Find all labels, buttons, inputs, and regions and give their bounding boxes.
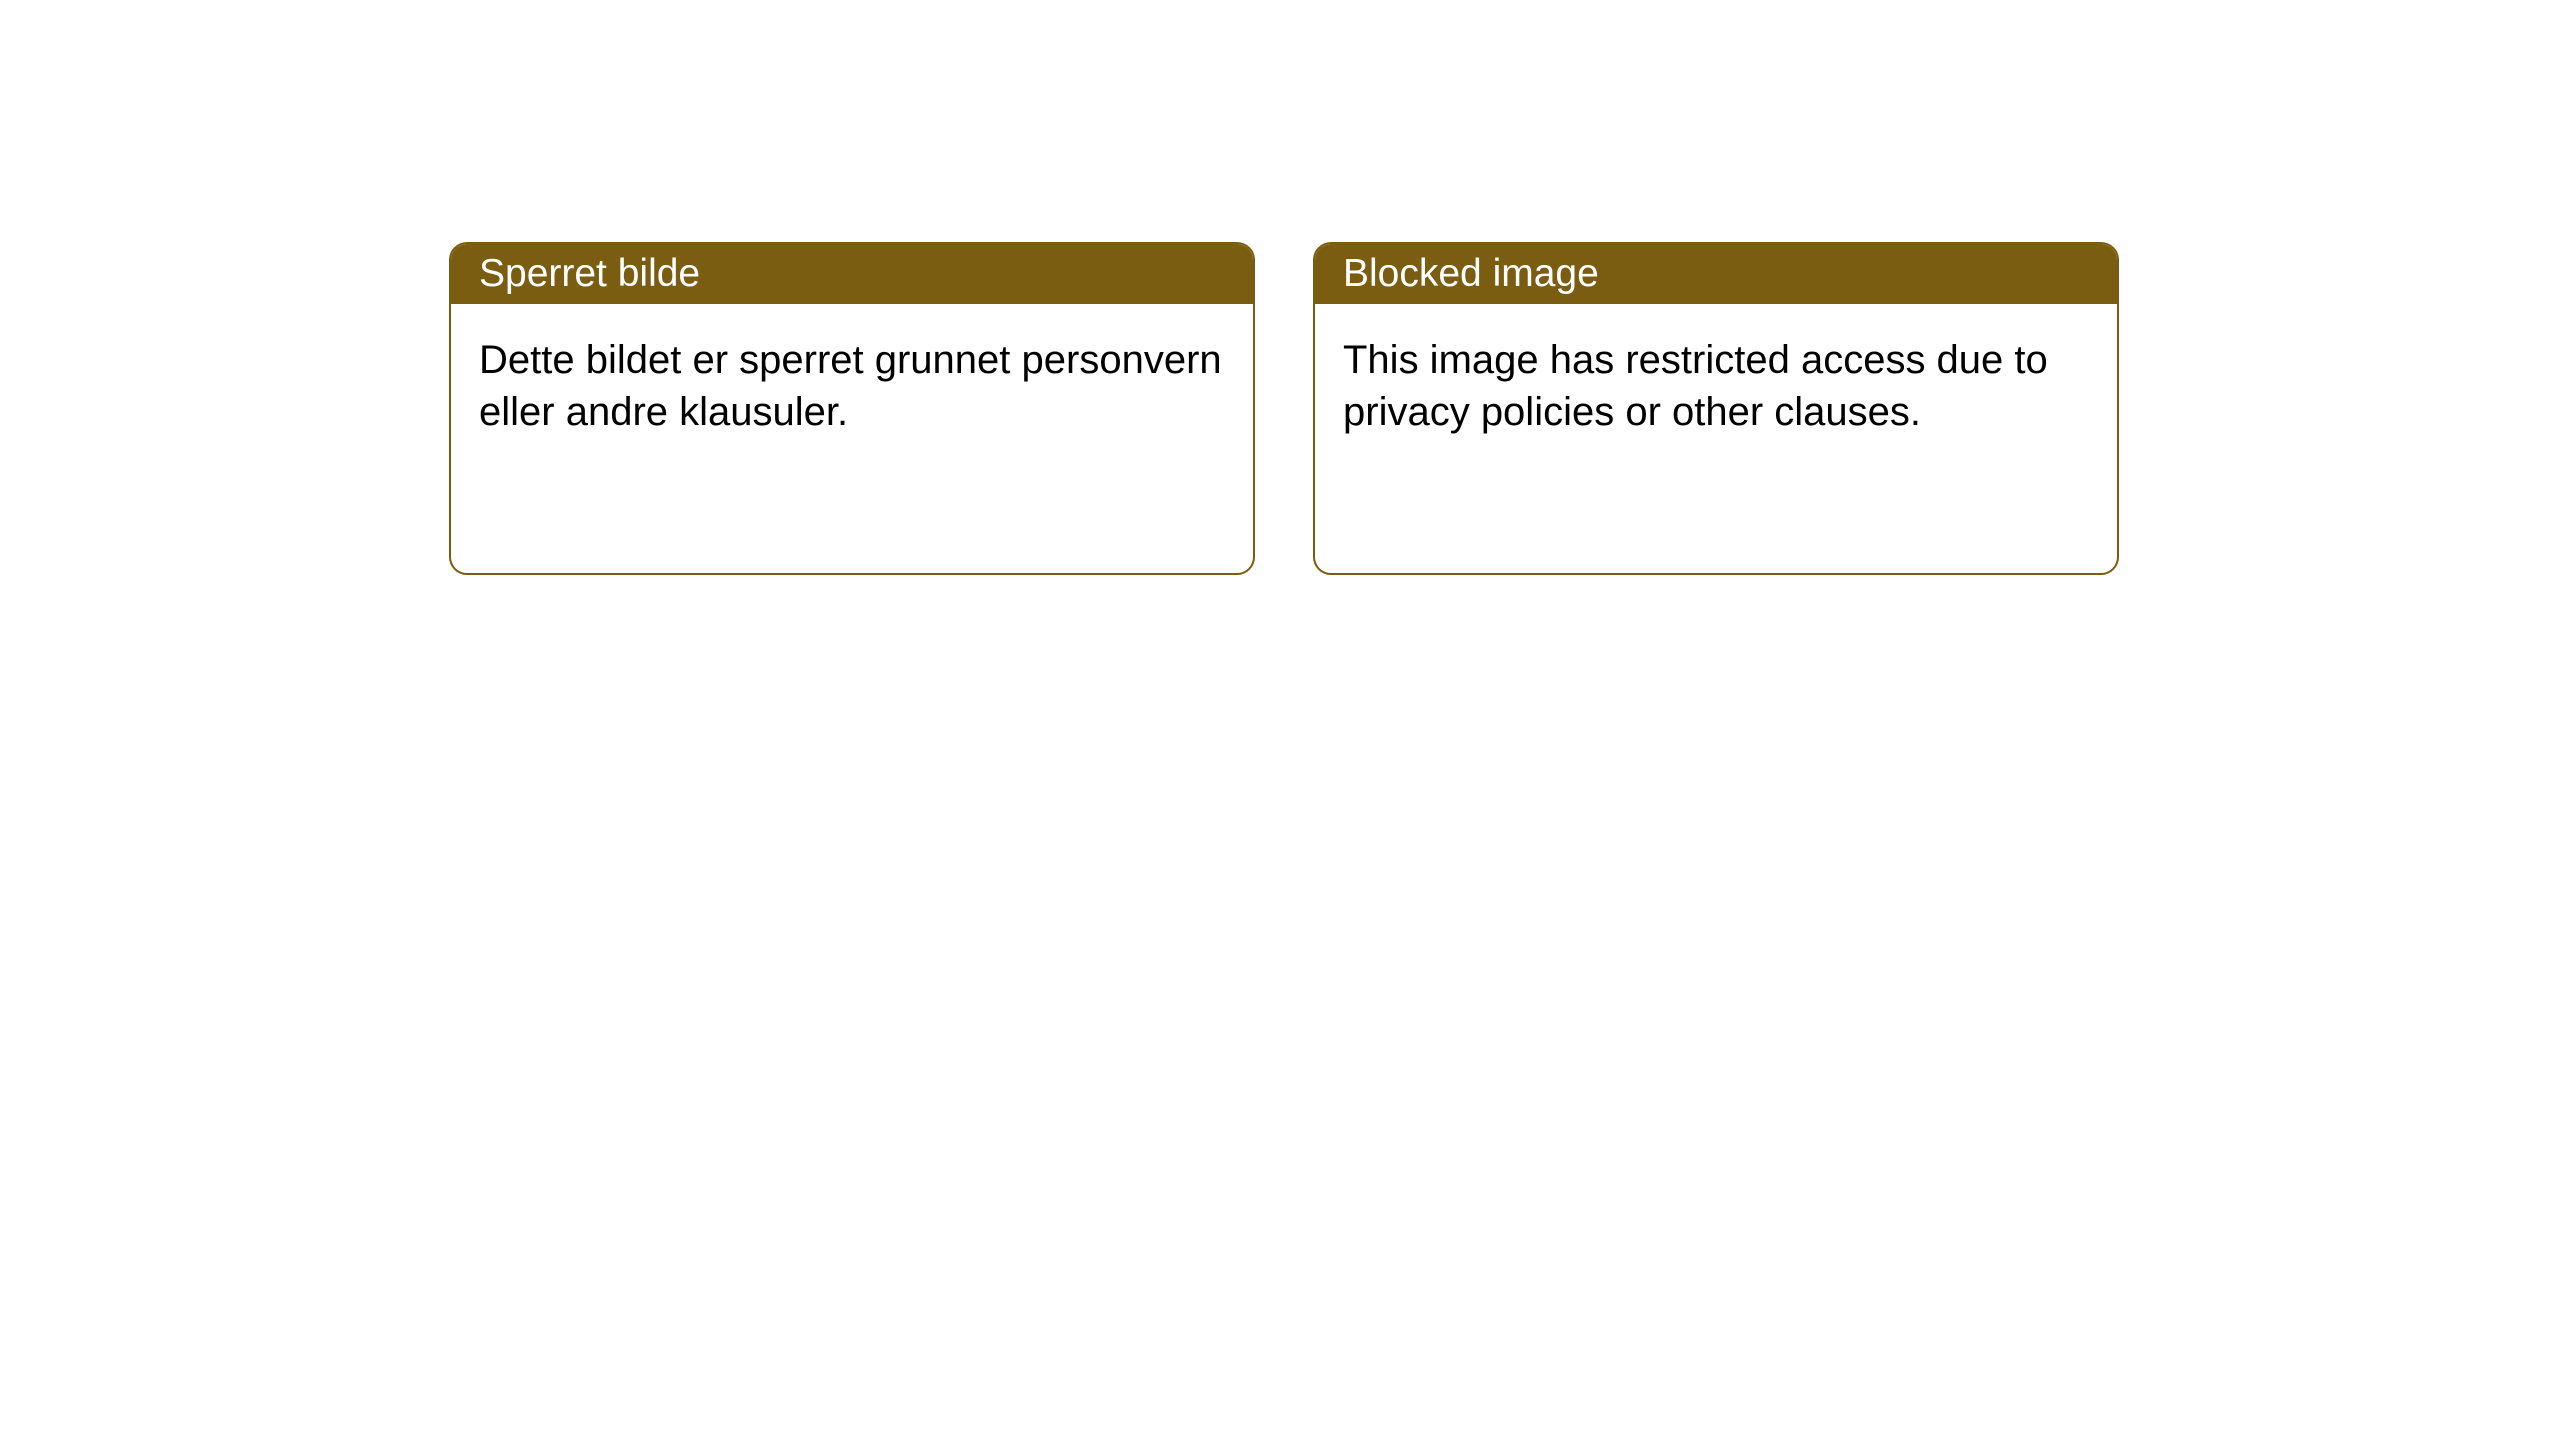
notice-container: Sperret bilde Dette bildet er sperret gr… [0,0,2560,575]
notice-body: This image has restricted access due to … [1315,304,2117,468]
notice-title: Blocked image [1315,244,2117,304]
notice-body: Dette bildet er sperret grunnet personve… [451,304,1253,468]
notice-card-english: Blocked image This image has restricted … [1313,242,2119,575]
notice-title: Sperret bilde [451,244,1253,304]
notice-card-norwegian: Sperret bilde Dette bildet er sperret gr… [449,242,1255,575]
